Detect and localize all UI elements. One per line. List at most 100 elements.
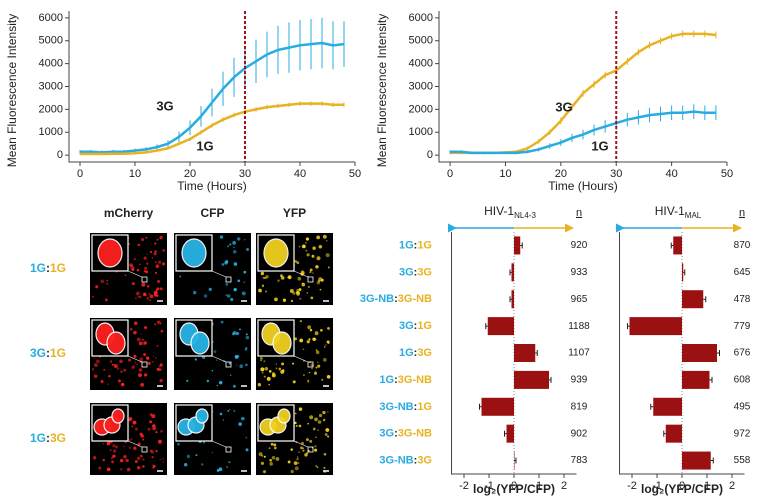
cell-dot — [227, 245, 229, 247]
cell-dot — [160, 429, 163, 433]
cell-dot — [316, 256, 321, 261]
cell-dot — [299, 338, 304, 343]
series-label: 1G — [196, 138, 213, 153]
cell-dot — [104, 298, 108, 302]
y-tick-label: 0 — [57, 149, 63, 161]
cell-dot — [278, 367, 282, 371]
cell-dot — [295, 424, 298, 427]
x-tick-label: 50 — [349, 168, 361, 180]
cell-dot — [159, 235, 163, 240]
cell-dot — [302, 449, 305, 452]
cell-dot — [159, 378, 163, 383]
cell-dot — [157, 279, 161, 283]
bar — [481, 397, 514, 416]
cell-dot — [100, 279, 105, 284]
cell-dot — [306, 292, 309, 294]
cell-dot — [289, 288, 294, 293]
cell-dot — [140, 383, 144, 387]
cell-dot — [136, 268, 140, 272]
cell-dot — [307, 379, 310, 382]
cell-dot — [142, 458, 145, 461]
series-label: 1G — [591, 138, 608, 153]
channel-label: CFP — [201, 206, 225, 220]
cell-dot — [132, 420, 137, 425]
axes — [451, 232, 577, 475]
x-tick-label: 0 — [679, 480, 685, 492]
cell-dot — [316, 281, 321, 285]
cell-dot — [297, 276, 302, 281]
cell-dot — [296, 290, 300, 295]
cell-dot — [160, 329, 164, 333]
cell-dot — [260, 367, 265, 372]
cell-dot — [326, 340, 330, 344]
cell-dot — [233, 410, 236, 412]
zoom-line — [293, 355, 309, 363]
zoom-box — [307, 446, 314, 453]
cell-dot — [260, 359, 263, 362]
cell-dot — [320, 329, 323, 332]
cell-dot — [298, 288, 302, 292]
n-value: 1188 — [568, 321, 590, 332]
cell-dot — [138, 341, 143, 346]
cell-dot — [91, 295, 95, 298]
cell-dot — [308, 371, 311, 374]
y-tick-label: 5000 — [409, 35, 433, 47]
cell-dot — [138, 368, 143, 372]
n-value: 933 — [571, 267, 588, 278]
cell-dot — [133, 330, 137, 335]
cell-dot — [153, 252, 157, 256]
cell-dot — [131, 438, 133, 440]
cell-dot — [287, 275, 292, 279]
bar — [514, 451, 515, 470]
cell-dot — [110, 456, 113, 459]
axes — [438, 11, 727, 163]
cell-dot — [154, 261, 157, 264]
title-text: HIV-1 — [484, 204, 514, 218]
cell-dot — [98, 466, 102, 470]
cell-dot — [305, 438, 309, 442]
cell-dot — [244, 239, 246, 241]
cell-dot — [144, 325, 148, 330]
cell-dot — [263, 455, 266, 458]
inset-cell — [195, 408, 209, 424]
error-bar — [717, 350, 720, 356]
cell-dot — [159, 459, 161, 461]
category-label: 1G:3G — [399, 347, 432, 359]
cell-dot — [162, 262, 166, 266]
cell-dot — [294, 421, 297, 425]
cell-dot — [137, 296, 139, 298]
zoom-line — [211, 440, 227, 448]
cell-dot — [275, 457, 280, 461]
cell-dot — [323, 418, 326, 421]
bar — [682, 370, 710, 389]
series-line — [80, 102, 344, 156]
cell-dot — [100, 380, 104, 384]
cell-dot — [136, 466, 141, 470]
category-label: 3G:3G-NB — [379, 428, 432, 440]
cell-dot — [112, 449, 117, 453]
cell-dot — [239, 328, 241, 331]
cell-dot — [112, 454, 116, 458]
cell-dot — [261, 371, 264, 374]
cell-dot — [323, 358, 327, 362]
cell-dot — [312, 246, 316, 250]
zoom-line — [127, 440, 143, 448]
cell-dot — [261, 284, 265, 287]
cell-dot — [233, 262, 238, 266]
x-tick-label: 2 — [561, 480, 567, 492]
cell-dot — [154, 323, 157, 326]
cell-dot — [309, 328, 313, 332]
cell-dot — [307, 381, 309, 383]
cell-dot — [147, 361, 151, 365]
cell-dot — [238, 422, 243, 426]
cell-dot — [327, 411, 329, 413]
category-label: 3G-NB:1G — [379, 401, 432, 413]
x-tick-label: 40 — [294, 168, 306, 180]
cell-dot — [268, 447, 271, 449]
cell-dot — [270, 442, 274, 446]
cell-dot — [230, 297, 234, 302]
n-value: 965 — [571, 294, 588, 305]
x-tick-label: 1 — [536, 480, 542, 492]
cell-dot — [298, 424, 302, 428]
cell-dot — [129, 447, 132, 449]
